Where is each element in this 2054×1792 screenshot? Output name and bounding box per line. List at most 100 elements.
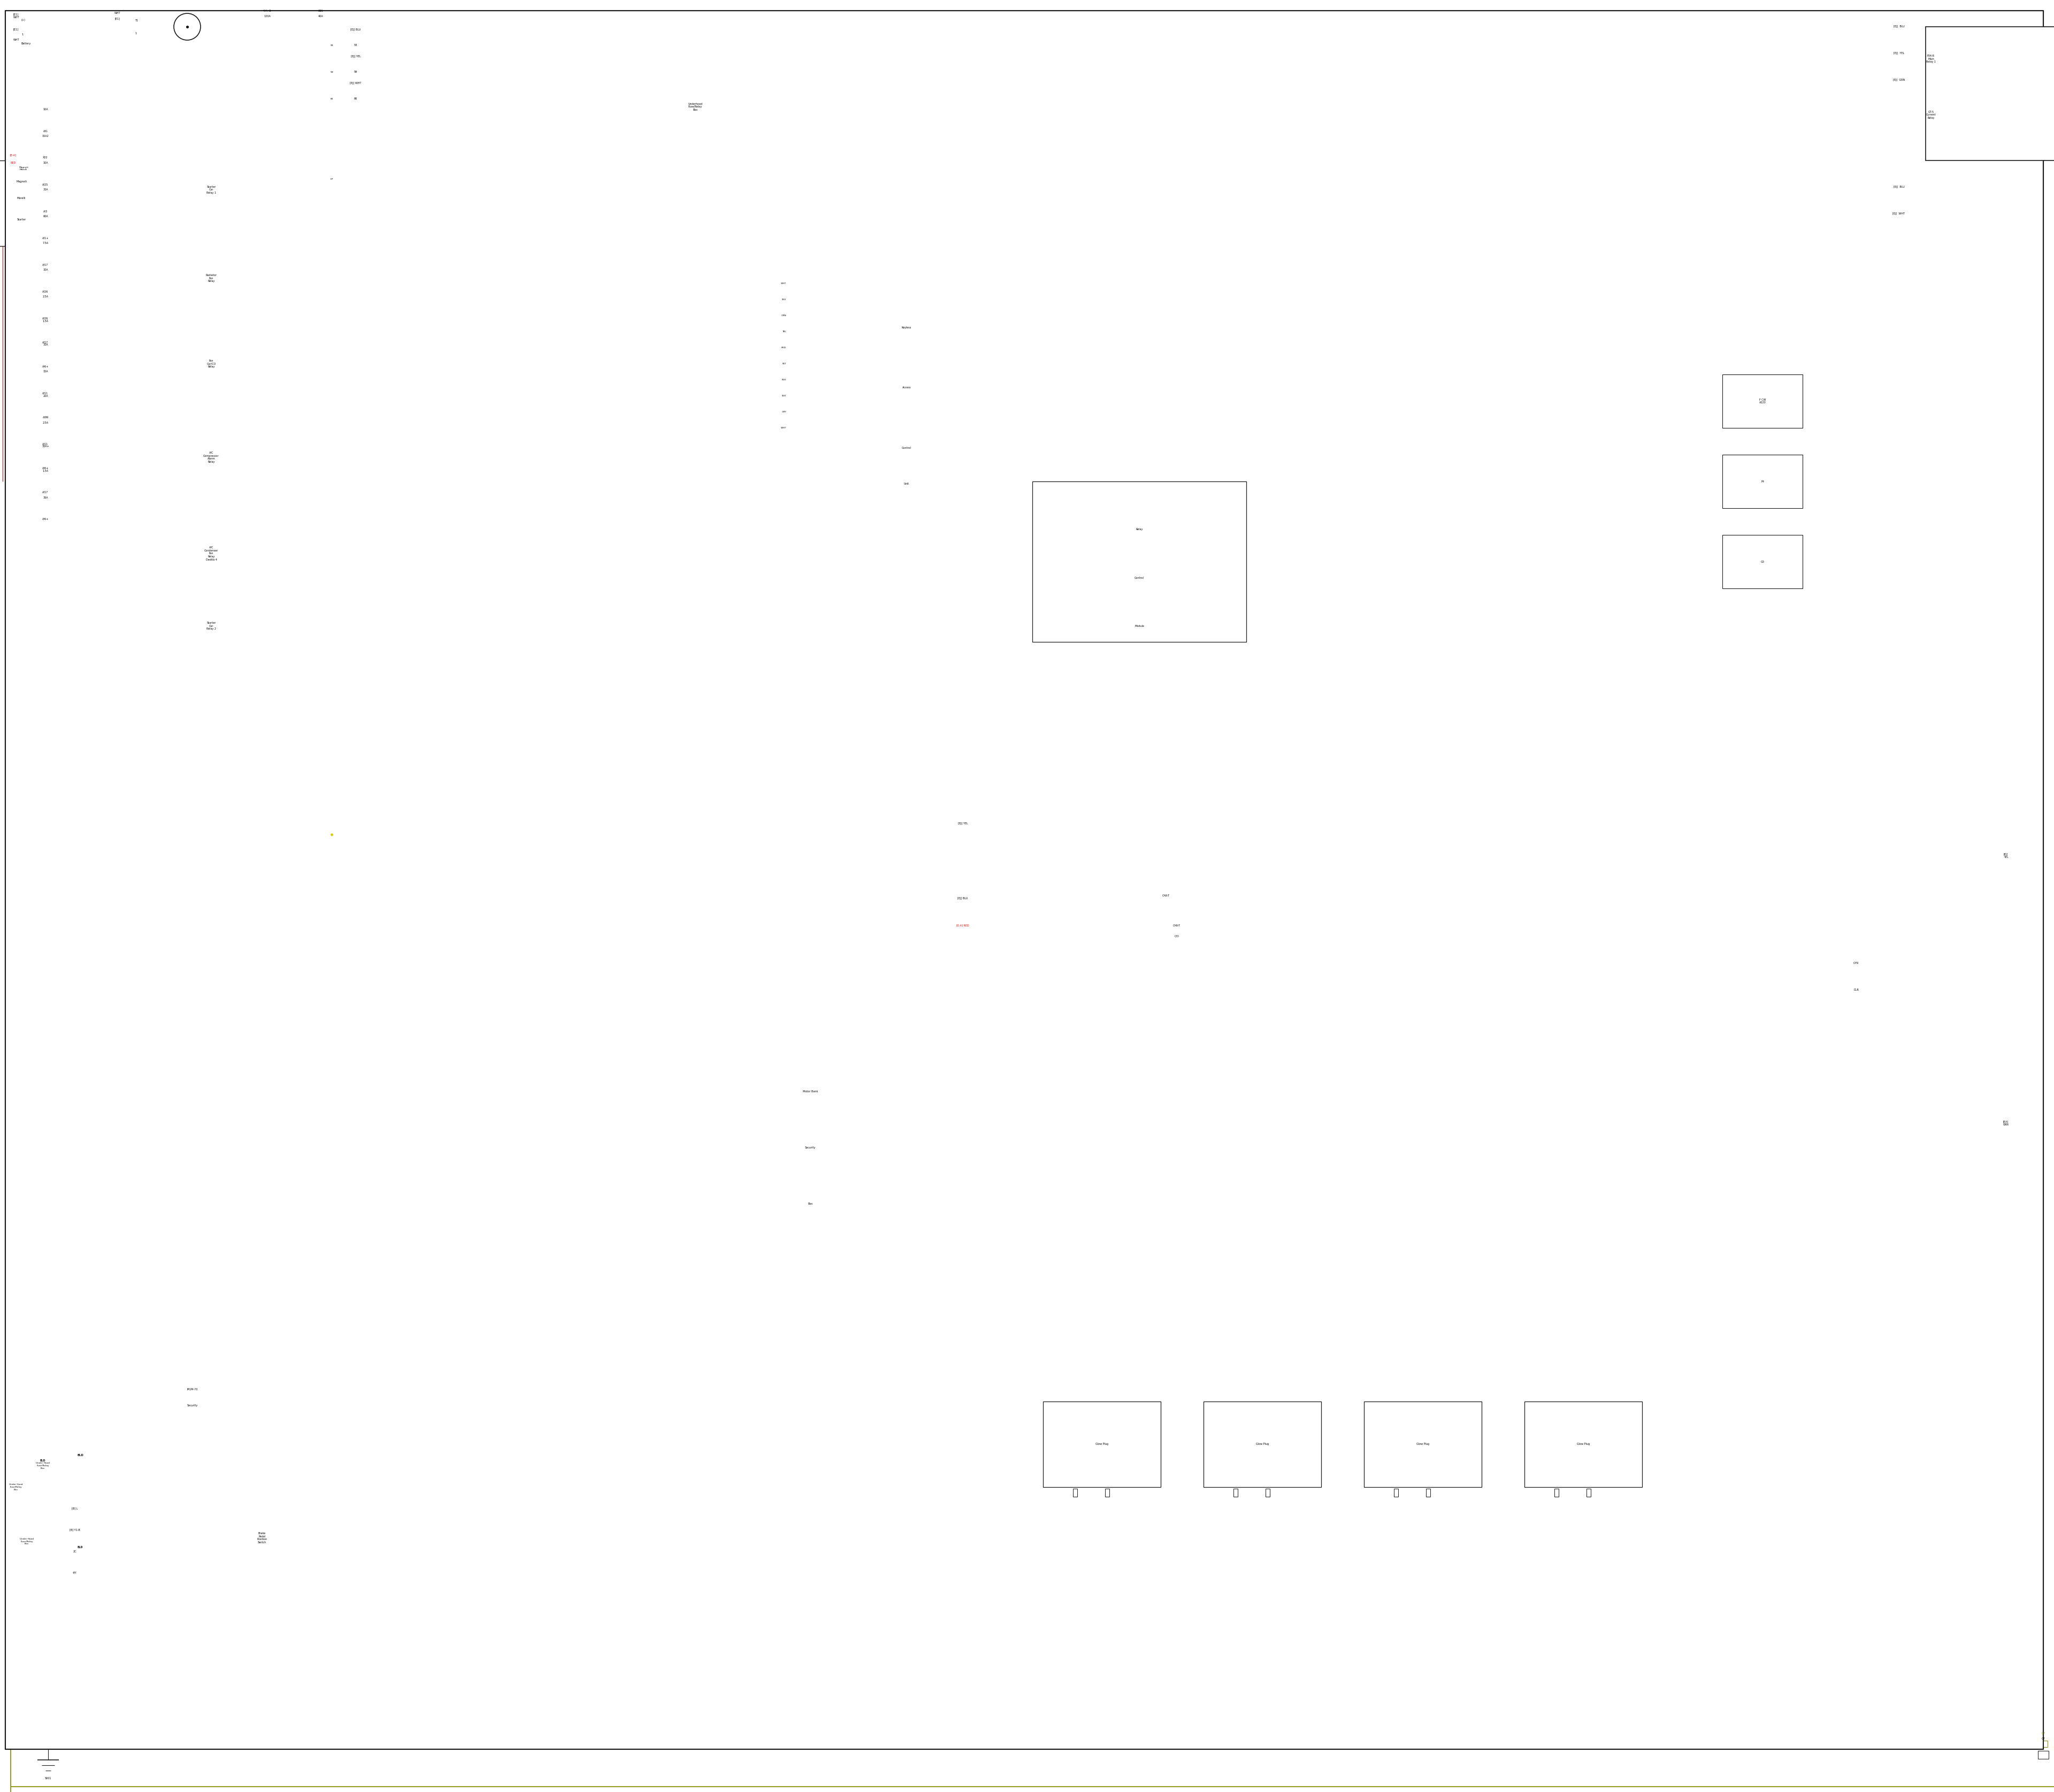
- Bar: [1949, 195, 1955, 201]
- Text: T1: T1: [136, 20, 138, 22]
- Text: A/99: A/99: [43, 416, 49, 419]
- Bar: [329, 88, 335, 93]
- Bar: [1265, 1489, 1269, 1496]
- Bar: [1986, 61, 1994, 66]
- Text: [EJ]  YEL: [EJ] YEL: [1894, 52, 1904, 56]
- Text: [B] Y1-B: [B] Y1-B: [70, 1529, 80, 1530]
- Text: [EJ] YEL: [EJ] YEL: [957, 823, 967, 824]
- Bar: [1986, 168, 1994, 174]
- Bar: [1043, 1401, 1161, 1487]
- Text: [EJ] BLU: [EJ] BLU: [351, 29, 362, 30]
- Bar: [1220, 774, 1384, 941]
- Bar: [1723, 536, 1803, 588]
- Text: A/6+: A/6+: [43, 366, 49, 367]
- Bar: [43, 1487, 117, 1579]
- Bar: [1048, 774, 1214, 941]
- Text: Under Hood
Fuse/Relay
Box: Under Hood Fuse/Relay Box: [21, 1538, 33, 1545]
- Text: G7: G7: [2042, 1736, 2046, 1740]
- Bar: [329, 276, 335, 281]
- Bar: [647, 1016, 974, 1391]
- Text: 30A+: 30A+: [41, 446, 49, 448]
- Text: Security: Security: [805, 1147, 815, 1149]
- Bar: [1173, 640, 1179, 645]
- Text: 15A2: 15A2: [41, 134, 49, 138]
- Text: 15A: 15A: [43, 371, 47, 373]
- Bar: [0, 161, 60, 246]
- Text: 30A: 30A: [43, 188, 47, 192]
- Bar: [201, 581, 222, 591]
- Text: GT-5
Current
Relay: GT-5 Current Relay: [1927, 111, 1937, 120]
- Bar: [60, 61, 68, 66]
- Text: A/G: A/G: [43, 129, 47, 133]
- Bar: [329, 61, 335, 66]
- Text: [EJ]  BLU: [EJ] BLU: [1894, 186, 1904, 188]
- Bar: [1105, 1489, 1109, 1496]
- Bar: [60, 115, 68, 120]
- Text: A/1+: A/1+: [43, 237, 49, 240]
- Text: Radiator
Fan
Relay: Radiator Fan Relay: [205, 274, 218, 283]
- Text: DLR: DLR: [1853, 987, 1859, 991]
- Bar: [197, 371, 224, 403]
- Text: [E-A]: [E-A]: [10, 154, 16, 156]
- Text: 66: 66: [331, 99, 333, 100]
- Bar: [329, 831, 335, 837]
- Text: [EJ] WHT: [EJ] WHT: [349, 82, 362, 84]
- Bar: [60, 353, 70, 358]
- Text: [EJ] YEL: [EJ] YEL: [351, 56, 362, 57]
- Text: A/17: A/17: [43, 491, 49, 493]
- Bar: [1949, 222, 1955, 228]
- Bar: [1723, 375, 1803, 428]
- Bar: [60, 145, 70, 151]
- Bar: [60, 505, 70, 511]
- Bar: [1986, 142, 1994, 147]
- Text: A/C
Compressor
Alarm
Relay: A/C Compressor Alarm Relay: [203, 452, 220, 464]
- Bar: [1877, 86, 1984, 145]
- Bar: [329, 907, 335, 912]
- Bar: [201, 217, 222, 228]
- Text: 20A: 20A: [43, 394, 47, 398]
- Text: Magneti: Magneti: [16, 181, 27, 183]
- Bar: [60, 251, 70, 256]
- Bar: [1089, 640, 1095, 645]
- Bar: [1964, 142, 1972, 147]
- Bar: [1516, 640, 1522, 645]
- Text: [E1]: [E1]: [115, 18, 121, 20]
- Text: X21: X21: [318, 9, 325, 13]
- Bar: [1391, 774, 1557, 941]
- Text: Control: Control: [1134, 577, 1144, 579]
- Bar: [1586, 1489, 1590, 1496]
- Text: 60A: 60A: [43, 215, 47, 219]
- Bar: [329, 36, 335, 39]
- Text: Module: Module: [1134, 625, 1144, 627]
- Text: [EJ] BLU: [EJ] BLU: [957, 898, 967, 900]
- Bar: [60, 276, 68, 281]
- Text: Starter
Car
Relay 1: Starter Car Relay 1: [207, 185, 216, 194]
- Text: 2C: 2C: [74, 1550, 76, 1552]
- Bar: [60, 168, 68, 174]
- Text: Brake
Pedal
Position
Switch: Brake Pedal Position Switch: [257, 1532, 267, 1545]
- Text: Unit: Unit: [904, 482, 910, 486]
- Bar: [60, 222, 68, 228]
- Text: S001: S001: [45, 1778, 51, 1779]
- Bar: [1389, 640, 1395, 645]
- Bar: [117, 23, 125, 29]
- Bar: [1877, 38, 1984, 81]
- Bar: [201, 305, 222, 315]
- Circle shape: [175, 13, 201, 39]
- Bar: [60, 195, 68, 201]
- Text: 36A: 36A: [43, 496, 47, 498]
- Text: GRY: GRY: [783, 410, 787, 412]
- Bar: [197, 634, 224, 667]
- Text: 4/Y: 4/Y: [72, 1572, 76, 1573]
- Text: 66: 66: [353, 97, 357, 100]
- Bar: [1561, 774, 1727, 941]
- Text: Battery: Battery: [21, 43, 31, 45]
- Text: WHT: WHT: [115, 13, 121, 14]
- Text: Marelli: Marelli: [16, 197, 27, 199]
- Text: A/11: A/11: [43, 392, 49, 394]
- Text: Glow Plug: Glow Plug: [1095, 1443, 1109, 1446]
- Bar: [201, 652, 222, 663]
- Text: [B] L: [B] L: [72, 1507, 78, 1511]
- Text: 59: 59: [353, 72, 357, 73]
- Text: A/26: A/26: [43, 317, 49, 319]
